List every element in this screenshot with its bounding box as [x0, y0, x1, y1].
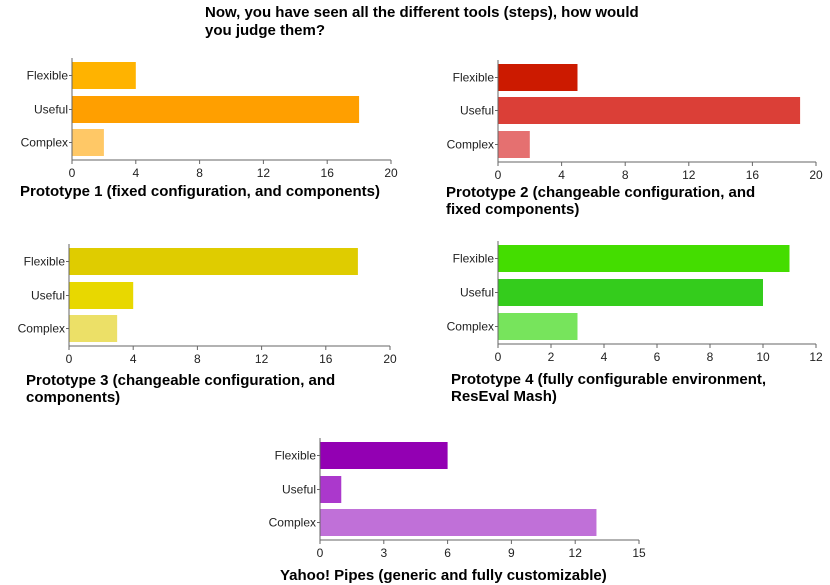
category-label-useful: Useful — [282, 483, 316, 497]
chart-yahoo-pipes: Flexible Useful Complex 0 3 6 9 12 15 — [269, 438, 646, 560]
x-tick-label: 6 — [444, 546, 451, 560]
x-tick-label: 20 — [384, 166, 398, 180]
x-tick-label: 2 — [548, 350, 555, 364]
bar-flexible — [69, 248, 358, 275]
bar-useful — [498, 97, 801, 124]
category-label-flexible: Flexible — [453, 71, 495, 85]
category-label-complex: Complex — [269, 516, 316, 530]
x-tick-label: 4 — [601, 350, 608, 364]
category-label-complex: Complex — [18, 322, 65, 336]
category-label-flexible: Flexible — [24, 255, 66, 269]
x-tick-label: 8 — [196, 166, 203, 180]
chart-prototype-2: Flexible Useful Complex 0 4 8 12 16 20 — [447, 60, 823, 182]
category-label-complex: Complex — [447, 320, 494, 334]
chart-prototype-3: Flexible Useful Complex 0 4 8 12 16 20 — [18, 244, 397, 366]
x-tick-label: 0 — [317, 546, 324, 560]
x-tick-label: 8 — [707, 350, 714, 364]
x-tick-label: 4 — [132, 166, 139, 180]
x-tick-label: 16 — [321, 166, 335, 180]
x-tick-label: 12 — [682, 168, 696, 182]
x-tick-label: 8 — [194, 352, 201, 366]
x-tick-label: 16 — [746, 168, 760, 182]
bar-useful — [72, 96, 360, 123]
chart-caption-prototype-2: Prototype 2 (changeable configuration, a… — [446, 184, 756, 218]
bar-flexible — [498, 64, 578, 91]
x-tick-label: 15 — [632, 546, 646, 560]
x-tick-label: 0 — [495, 168, 502, 182]
x-tick-label: 4 — [558, 168, 565, 182]
bar-useful — [498, 279, 763, 306]
bar-complex — [320, 509, 597, 536]
chart-caption-prototype-1: Prototype 1 (fixed configuration, and co… — [20, 183, 381, 200]
x-tick-label: 20 — [383, 352, 397, 366]
category-label-flexible: Flexible — [275, 449, 317, 463]
category-label-flexible: Flexible — [453, 252, 495, 266]
bar-flexible — [498, 245, 790, 272]
category-label-flexible: Flexible — [27, 69, 69, 83]
bar-flexible — [320, 442, 448, 469]
bar-complex — [69, 315, 118, 342]
page-title: Now, you have seen all the different too… — [205, 4, 639, 39]
category-label-useful: Useful — [460, 104, 494, 118]
chart-prototype-1: Flexible Useful Complex 0 4 8 12 16 20 — [21, 58, 398, 180]
x-tick-label: 0 — [495, 350, 502, 364]
chart-caption-yahoo-pipes: Yahoo! Pipes (generic and fully customiz… — [280, 567, 607, 584]
bar-flexible — [72, 62, 136, 89]
x-tick-label: 0 — [66, 352, 73, 366]
x-tick-label: 12 — [255, 352, 269, 366]
x-tick-label: 16 — [319, 352, 333, 366]
category-label-useful: Useful — [31, 289, 65, 303]
bar-complex — [72, 129, 104, 156]
category-label-complex: Complex — [21, 136, 68, 150]
category-label-useful: Useful — [460, 286, 494, 300]
chart-caption-prototype-4: Prototype 4 (fully configurable environm… — [451, 371, 767, 405]
category-label-useful: Useful — [34, 103, 68, 117]
x-tick-label: 20 — [809, 168, 823, 182]
chart-prototype-4: Flexible Useful Complex 0 2 4 6 8 10 12 — [447, 241, 823, 364]
x-tick-label: 8 — [622, 168, 629, 182]
x-tick-label: 12 — [257, 166, 271, 180]
x-tick-label: 0 — [69, 166, 76, 180]
x-tick-label: 3 — [380, 546, 387, 560]
x-tick-label: 9 — [508, 546, 515, 560]
bar-complex — [498, 131, 530, 158]
x-tick-label: 4 — [130, 352, 137, 366]
x-tick-label: 6 — [654, 350, 661, 364]
x-tick-label: 12 — [809, 350, 823, 364]
bar-complex — [498, 313, 578, 340]
bar-useful — [320, 476, 342, 503]
bar-useful — [69, 282, 134, 309]
x-tick-label: 10 — [756, 350, 770, 364]
chart-caption-prototype-3: Prototype 3 (changeable configuration, a… — [26, 372, 336, 406]
x-tick-label: 12 — [569, 546, 583, 560]
category-label-complex: Complex — [447, 138, 494, 152]
